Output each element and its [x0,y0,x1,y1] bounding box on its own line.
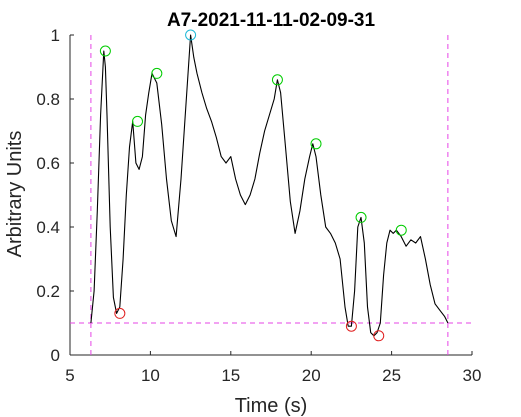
x-tick-label: 25 [382,366,401,385]
x-tick-label: 20 [302,366,321,385]
y-axis-label: Arbitrary Units [4,131,26,258]
y-tick-label: 0.6 [36,154,60,173]
trough-marker [373,330,385,342]
x-tick-label: 30 [463,366,482,385]
peak-marker [151,67,163,79]
x-tick-label: 15 [221,366,240,385]
y-tick-label: 1 [51,26,60,45]
y-tick-label: 0.8 [36,90,60,109]
x-tick-label: 10 [141,366,160,385]
peak-marker [310,138,322,150]
chart-title: A7-2021-11-11-02-09-31 [167,10,376,31]
x-tick-label: 5 [65,366,74,385]
y-tick-label: 0.4 [36,218,60,237]
plot-area: 5 10 15 20 25 30 0 0.2 0.4 0.6 0.8 1 [36,26,481,385]
peak-marker [395,224,407,236]
signal-line [90,34,449,337]
y-tick-label: 0.2 [36,282,60,301]
peak-marker [271,74,283,86]
peak-marker [99,45,111,57]
peak-marker [132,115,144,127]
y-tick-label: 0 [51,346,60,365]
trough-marker [345,320,357,332]
trough-marker [114,307,126,319]
max-peak-marker [185,29,197,41]
peak-marker [355,211,367,223]
x-axis-label: Time (s) [235,395,308,417]
